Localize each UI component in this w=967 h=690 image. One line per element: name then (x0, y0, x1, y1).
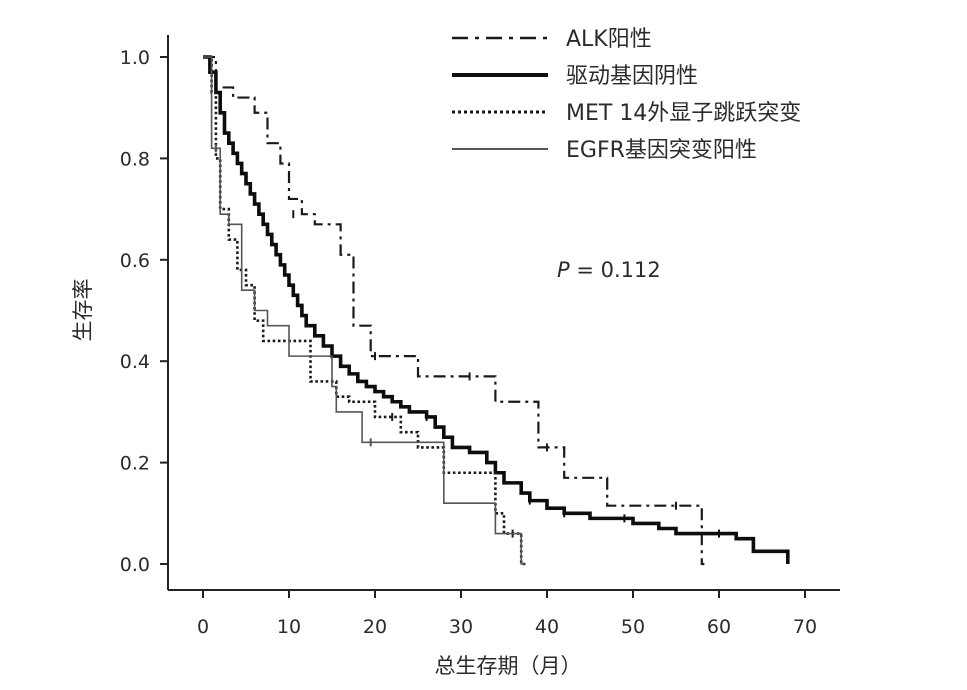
y-tick-label: 0.8 (120, 148, 150, 170)
x-tick-label: 60 (707, 616, 731, 638)
p-value-text: = 0.112 (570, 258, 661, 282)
y-tick-label: 0.2 (120, 453, 150, 475)
curve-series-2 (203, 55, 527, 566)
legend-label-0: ALK阳性 (566, 27, 652, 52)
y-tick-label: 0.4 (120, 351, 150, 373)
legend-label-3: EGFR基因突变阳性 (566, 138, 757, 163)
y-tick-label: 0.6 (120, 250, 150, 272)
legend-label-2: MET 14外显子跳跃突变 (566, 101, 801, 126)
x-ticks: 0 10 20 30 40 50 60 70 (197, 590, 817, 638)
x-tick-label: 50 (621, 616, 645, 638)
y-tick-label: 0.0 (120, 554, 150, 576)
curve-series-3 (203, 56, 525, 565)
y-ticks: 0.0 0.2 0.4 0.6 0.8 1.0 (120, 47, 168, 576)
y-tick-label: 1.0 (120, 47, 150, 69)
x-tick-label: 30 (449, 616, 473, 638)
x-tick-label: 40 (535, 616, 559, 638)
legend-label-1: 驱动基因阴性 (566, 64, 698, 89)
survival-curves (203, 55, 790, 566)
x-tick-label: 20 (363, 616, 387, 638)
x-axis-title: 总生存期（月） (435, 654, 582, 678)
curve-series-0 (203, 55, 705, 566)
axes (167, 35, 840, 591)
p-value-label: P (557, 258, 570, 282)
y-axis-title: 生存率 (71, 279, 95, 342)
p-value-annotation: P = 0.112 (557, 258, 661, 282)
x-tick-label: 0 (197, 616, 209, 638)
x-tick-label: 70 (793, 616, 817, 638)
x-tick-label: 10 (277, 616, 301, 638)
